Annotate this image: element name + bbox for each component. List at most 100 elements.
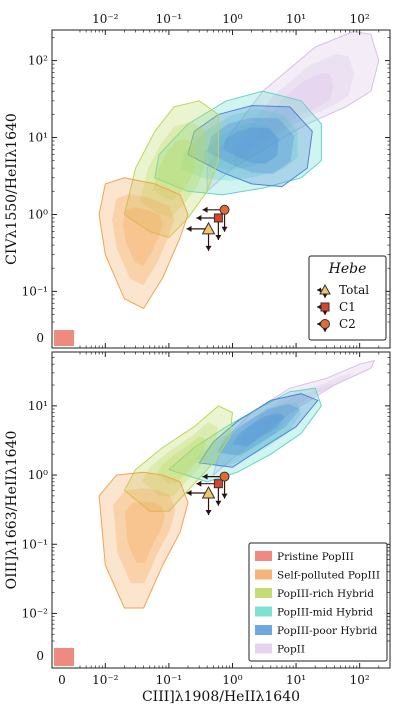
arrow-head (215, 234, 222, 240)
legend-swatch (255, 588, 272, 598)
region-popii (206, 30, 380, 193)
region-self-polluted-popiii (98, 471, 189, 609)
legend-hebe: Hebe Total C1 C2 (308, 255, 387, 341)
axes-frame (51, 29, 391, 349)
plot-area (54, 359, 376, 666)
point-c1 (196, 213, 223, 240)
contour-level (212, 359, 376, 477)
arrow-head (186, 225, 192, 232)
contour-level (98, 471, 189, 609)
legend-label: Self-polluted PopIII (277, 570, 380, 582)
y-tick-label: 10⁻¹ (22, 284, 48, 298)
legend-swatch (255, 551, 272, 561)
contour-level (152, 139, 196, 201)
arrow-head (317, 304, 321, 310)
contour-level (187, 105, 313, 188)
legend-entry: PopIII-mid Hybrid (255, 606, 373, 619)
marker-circle (219, 204, 230, 215)
y-tick-label: 10⁻² (22, 606, 49, 620)
arrow-head (202, 206, 208, 213)
contour-level (154, 90, 322, 196)
legend-label: Total (339, 283, 369, 297)
legend-entry: Self-polluted PopIII (255, 569, 380, 582)
legend-swatch (255, 643, 272, 654)
marker-triangle (319, 283, 331, 295)
point-total (186, 485, 216, 516)
marker-square (213, 479, 223, 489)
arrow-head (322, 294, 328, 298)
contour-level (232, 413, 286, 447)
legend-entry: C1 (317, 300, 356, 315)
marker-triangle (201, 221, 216, 235)
top-panel: 10⁻¹ 10⁰ 10¹ 10² 0 10⁻² 10⁻¹ 10⁰ 10¹ 10² CIVλ1550/… (4, 12, 391, 349)
legend-label: C2 (339, 317, 356, 331)
y-tick-label: 10¹ (28, 399, 48, 413)
contour-level (156, 435, 206, 484)
contour-level (123, 100, 219, 239)
y-zero-label: 0 (36, 649, 44, 663)
contour-level (123, 405, 234, 512)
x-tick-label: 10⁻² (92, 673, 119, 687)
y-tick-label: 10⁰ (28, 468, 48, 482)
marker-triangle (201, 485, 216, 499)
y-tick-label: 10¹ (28, 131, 48, 145)
legend-swatch (255, 569, 272, 580)
contour-level (215, 413, 285, 456)
marker-square (320, 302, 330, 312)
x-tick-label: 10¹ (286, 673, 306, 687)
contour-level (112, 193, 175, 286)
point-c2 (202, 204, 230, 232)
arrow-head (322, 328, 328, 332)
contour-level (217, 404, 301, 456)
legend-label: PopIII-rich Hybrid (277, 588, 374, 600)
axes-frame (51, 351, 391, 669)
arrow-head (196, 214, 202, 221)
contour-level (181, 108, 298, 181)
contour-level (140, 121, 206, 218)
region-popiii-rich-hybrid (123, 405, 234, 512)
arrow-head (186, 490, 192, 497)
legend-entry: PopII (255, 643, 305, 656)
contour-level (260, 383, 333, 436)
legend-label: C1 (339, 300, 356, 314)
top-x-tick-label: 10¹ (286, 12, 306, 26)
contour-level (256, 73, 334, 145)
x-zero-label: 0 (58, 673, 66, 687)
region-popiii-poor-hybrid (187, 105, 313, 188)
top-x-tick-label: 10² (350, 12, 370, 26)
contour-level (167, 387, 322, 483)
legend-title: Hebe (328, 261, 367, 277)
contour-level (123, 207, 163, 267)
contour-level (124, 501, 165, 563)
contour-level (203, 122, 278, 170)
arrow-head (202, 473, 208, 480)
legend-label: PopIII-mid Hybrid (277, 607, 373, 619)
pristine-popiii-box (54, 648, 74, 666)
y-tick-label: 10⁰ (28, 207, 48, 221)
arrow-head (205, 245, 212, 251)
x-axis-label: CIII]λ1908/HeIIλ1640 (142, 689, 300, 705)
legend-box (308, 255, 387, 341)
x-tick-label: 10⁻¹ (156, 673, 182, 687)
point-total (186, 221, 216, 251)
region-popiii-rich-hybrid (123, 100, 219, 239)
legend-entry: Total (317, 283, 369, 298)
arrow-head (196, 480, 202, 487)
arrow-head (221, 226, 228, 232)
legend-entry: Pristine PopIII (255, 551, 354, 563)
region-popiii-poor-hybrid (198, 393, 319, 468)
x-tick-label: 10² (350, 673, 370, 687)
point-c1 (196, 479, 223, 506)
plot-area (54, 30, 380, 346)
legend-entry: PopIII-rich Hybrid (255, 588, 374, 600)
contour-level (98, 177, 189, 310)
legend-entry: PopIII-poor Hybrid (255, 625, 378, 637)
legend-label: PopII (277, 644, 305, 656)
contour-level (223, 127, 279, 164)
legend-swatch (255, 606, 272, 617)
y-zero-label: 0 (36, 331, 44, 345)
y-tick-label: 10⁻¹ (22, 537, 48, 551)
region-popiii-mid-hybrid (154, 90, 322, 196)
y-tick-label: 10² (28, 54, 48, 68)
